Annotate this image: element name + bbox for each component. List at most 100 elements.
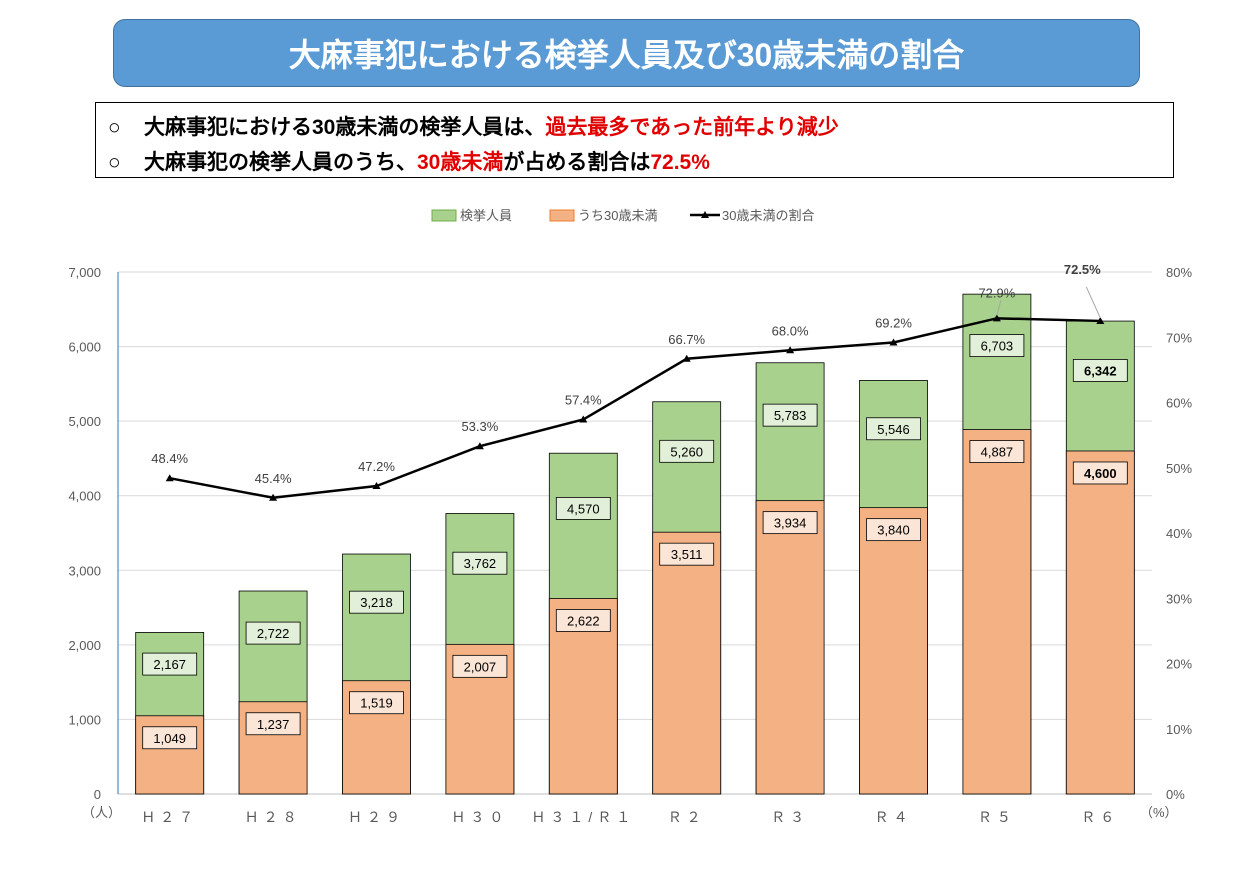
ratio-point xyxy=(372,482,381,490)
data-label-under30-box xyxy=(969,440,1025,463)
ratio-label: 53.3% xyxy=(461,419,498,434)
data-label-total-box xyxy=(452,551,508,575)
data-label-total-box xyxy=(245,621,301,645)
data-label-total: 3,762 xyxy=(464,556,497,571)
legend-swatch-total xyxy=(431,209,457,222)
data-label-total: 3,218 xyxy=(360,595,393,610)
ratio-label: 48.4% xyxy=(151,451,188,466)
summary-highlight: 過去最多であった前年より減少 xyxy=(545,116,839,139)
x-tick-label: Ｈ３１/Ｒ１ xyxy=(531,809,635,825)
legend-marker-triangle-icon xyxy=(701,211,709,218)
data-label-total: 2,167 xyxy=(153,657,186,672)
data-label-total-box xyxy=(969,334,1025,358)
bar-under30 xyxy=(859,507,928,795)
summary-line-1: ○ 大麻事犯における30歳未満の検挙人員は、過去最多であった前年より減少 xyxy=(108,111,839,141)
data-label-under30: 3,934 xyxy=(774,516,807,531)
x-tick-label: Ｈ２８ xyxy=(245,809,302,825)
y-right-tick-label: 0% xyxy=(1166,787,1185,802)
y-left-unit-label: （人） xyxy=(82,805,121,820)
ratio-label: 69.2% xyxy=(875,315,912,330)
data-label-total-box xyxy=(142,652,198,676)
y-right-tick-label: 50% xyxy=(1166,461,1192,476)
data-label-under30: 4,887 xyxy=(981,445,1014,460)
data-label-total-box xyxy=(1072,359,1128,382)
leader-line xyxy=(996,300,1002,316)
y-left-tick-label: 2,000 xyxy=(68,638,101,653)
legend-label-under30: うち30歳未満 xyxy=(578,208,657,223)
summary-highlight: 30歳未満 xyxy=(417,151,504,174)
y-left-tick-label: 1,000 xyxy=(68,712,101,727)
data-label-total: 5,546 xyxy=(877,422,910,437)
y-right-tick-label: 20% xyxy=(1166,657,1192,672)
legend-swatch-under30 xyxy=(549,209,575,222)
ratio-point xyxy=(579,415,588,423)
data-label-total: 6,342 xyxy=(1084,363,1117,378)
data-label-under30: 4,600 xyxy=(1084,466,1117,481)
data-label-under30: 1,049 xyxy=(153,731,186,746)
data-label-under30-box xyxy=(555,609,611,632)
y-right-tick-label: 10% xyxy=(1166,722,1192,737)
ratio-point xyxy=(889,338,898,346)
bar-under30 xyxy=(755,500,825,795)
summary-text: が占める割合は xyxy=(503,151,651,174)
leader-line xyxy=(1085,286,1101,319)
ratio-line xyxy=(169,317,1101,500)
ratio-point xyxy=(786,346,795,354)
y-right-tick-label: 60% xyxy=(1166,396,1192,411)
data-label-under30-box xyxy=(659,542,715,566)
data-label-total-box xyxy=(866,417,921,441)
data-label-under30: 3,511 xyxy=(671,547,703,562)
data-label-total-box xyxy=(555,497,611,520)
ratio-label: 72.9% xyxy=(978,285,1015,300)
summary-highlight: 72.5% xyxy=(650,151,710,174)
y-left-tick-label: 7,000 xyxy=(68,265,101,280)
y-left-tick-label: 0 xyxy=(94,787,101,802)
data-label-total: 2,722 xyxy=(257,626,290,641)
summary-line-2: ○ 大麻事犯の検挙人員のうち、30歳未満が占める割合は72.5% xyxy=(108,146,710,176)
data-label-under30-box xyxy=(1072,461,1128,485)
data-label-under30-box xyxy=(866,518,921,542)
y-left-tick-label: 6,000 xyxy=(68,340,101,355)
ratio-point xyxy=(475,442,484,450)
ratio-label: 47.2% xyxy=(358,459,395,474)
bar-under30 xyxy=(962,429,1032,795)
data-label-under30-box xyxy=(452,654,508,678)
x-tick-label: Ｒ６ xyxy=(1081,809,1119,825)
bar-under30 xyxy=(652,531,722,795)
ratio-point xyxy=(269,493,278,501)
y-right-tick-label: 40% xyxy=(1166,526,1192,541)
bullet-circle-icon: ○ xyxy=(108,116,121,139)
y-right-tick-label: 70% xyxy=(1166,330,1192,345)
data-label-total: 4,570 xyxy=(567,501,600,516)
data-label-total: 5,260 xyxy=(670,444,703,459)
y-left-tick-label: 4,000 xyxy=(68,489,101,504)
x-tick-label: Ｒ３ xyxy=(771,809,809,825)
data-label-under30: 3,840 xyxy=(877,523,910,538)
y-right-tick-label: 80% xyxy=(1166,265,1192,280)
y-right-tick-label: 30% xyxy=(1166,591,1192,606)
ratio-label: 66.7% xyxy=(668,332,705,347)
data-label-under30-box xyxy=(142,726,198,750)
summary-box: ○ 大麻事犯における30歳未満の検挙人員は、過去最多であった前年より減少 ○ 大麻事… xyxy=(95,102,1174,178)
data-label-total: 6,703 xyxy=(981,339,1014,354)
ratio-point xyxy=(682,354,691,362)
data-label-total-box xyxy=(659,439,715,463)
data-label-under30: 1,237 xyxy=(257,717,290,732)
data-label-under30: 2,007 xyxy=(464,659,497,674)
data-label-total-box xyxy=(762,403,818,427)
x-tick-label: Ｒ５ xyxy=(978,809,1016,825)
x-tick-label: Ｒ２ xyxy=(668,809,706,825)
x-tick-label: Ｈ２７ xyxy=(141,809,198,825)
data-label-under30-box xyxy=(762,511,818,535)
data-label-total-box xyxy=(349,590,404,614)
bar-under30 xyxy=(1065,450,1135,795)
x-tick-label: Ｒ４ xyxy=(875,809,913,825)
y-right-unit-label: （%） xyxy=(1140,805,1178,820)
data-label-total: 5,783 xyxy=(774,408,807,423)
legend-label-ratio: 30歳未満の割合 xyxy=(722,208,814,223)
legend: 検挙人員 うち30歳未満 30歳未満の割合 xyxy=(431,208,814,223)
ratio-point xyxy=(992,314,1001,322)
ratio-point xyxy=(1096,316,1105,324)
ratio-label: 68.0% xyxy=(772,323,809,338)
